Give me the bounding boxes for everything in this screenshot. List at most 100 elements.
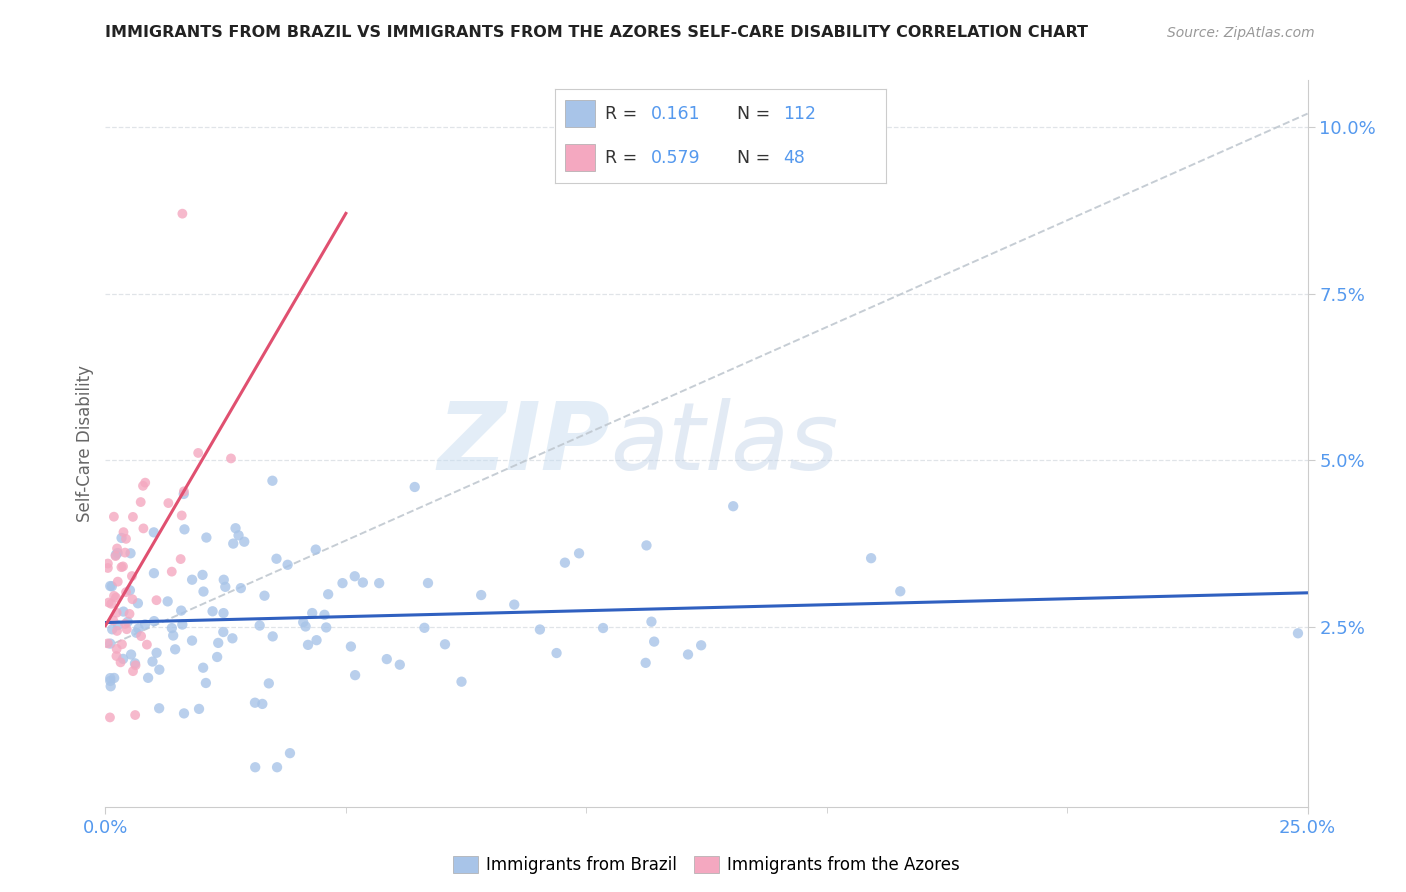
Point [352, 575, 374, 590]
Point [110, 656, 132, 670]
Point [114, 616, 136, 631]
Point [249, 618, 271, 632]
Point [111, 637, 134, 651]
Text: 48: 48 [783, 149, 806, 167]
Point [413, 621, 436, 635]
FancyBboxPatch shape [565, 101, 595, 127]
Point [132, 521, 155, 535]
Point [721, 500, 744, 514]
Point [194, 676, 217, 690]
Point [181, 573, 204, 587]
Point [316, 587, 339, 601]
Point [343, 569, 366, 583]
Point [416, 576, 439, 591]
Point [148, 701, 170, 715]
Point [221, 632, 243, 646]
Point [294, 619, 316, 633]
Point [503, 598, 526, 612]
Point [127, 622, 149, 636]
Point [98, 637, 121, 651]
Point [404, 480, 426, 494]
Point [141, 655, 163, 669]
Point [98, 579, 121, 593]
Point [103, 671, 125, 685]
Point [546, 646, 568, 660]
Point [643, 634, 665, 648]
Point [636, 538, 658, 552]
Point [470, 588, 492, 602]
Point [212, 573, 235, 587]
Point [315, 620, 337, 634]
Point [117, 615, 139, 629]
Point [107, 546, 129, 560]
Point [142, 566, 165, 581]
Point [122, 664, 145, 678]
Point [634, 656, 657, 670]
Point [170, 604, 193, 618]
Point [229, 581, 252, 595]
Point [181, 633, 204, 648]
Point [434, 637, 457, 651]
Point [889, 584, 911, 599]
Point [252, 697, 274, 711]
Point [297, 638, 319, 652]
Point [450, 674, 472, 689]
Point [860, 551, 883, 566]
Point [112, 525, 135, 540]
Point [529, 623, 551, 637]
Point [120, 546, 142, 560]
Point [103, 614, 125, 628]
Point [112, 605, 135, 619]
Point [173, 706, 195, 721]
Point [262, 629, 284, 643]
Point [243, 696, 266, 710]
Point [98, 710, 121, 724]
Text: ZIP: ZIP [437, 398, 610, 490]
Point [148, 663, 170, 677]
Point [245, 760, 267, 774]
Point [127, 596, 149, 610]
Point [107, 618, 129, 632]
Text: atlas: atlas [610, 398, 838, 490]
Point [114, 546, 136, 560]
Point [124, 708, 146, 723]
Point [207, 636, 229, 650]
Point [191, 661, 214, 675]
Point [187, 446, 209, 460]
Point [107, 574, 129, 589]
Point [115, 585, 138, 599]
Text: Source: ZipAtlas.com: Source: ZipAtlas.com [1167, 26, 1315, 40]
Point [172, 617, 194, 632]
Point [262, 474, 284, 488]
Point [129, 629, 152, 643]
Point [173, 484, 195, 499]
Point [228, 528, 250, 542]
Point [554, 556, 576, 570]
Point [1286, 626, 1309, 640]
Point [105, 591, 128, 605]
Point [120, 648, 142, 662]
Point [169, 552, 191, 566]
Point [103, 509, 125, 524]
Point [98, 671, 121, 685]
Point [690, 638, 713, 652]
Point [314, 607, 336, 622]
Point [105, 641, 128, 656]
Point [205, 650, 228, 665]
Point [301, 606, 323, 620]
Point [124, 657, 146, 671]
Point [222, 536, 245, 550]
Point [191, 568, 214, 582]
Point [375, 652, 398, 666]
Point [188, 702, 211, 716]
Point [676, 648, 699, 662]
Point [195, 531, 218, 545]
Point [253, 589, 276, 603]
Point [172, 207, 194, 221]
Point [105, 606, 128, 620]
Point [388, 657, 411, 672]
Point [98, 673, 121, 688]
Point [145, 646, 167, 660]
Point [97, 561, 120, 575]
Point [277, 558, 299, 572]
